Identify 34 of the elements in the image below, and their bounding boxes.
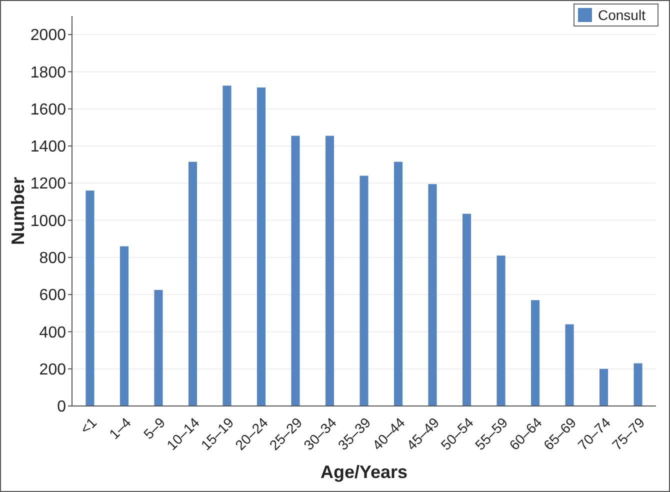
bar (86, 190, 94, 406)
y-tick-label: 1800 (30, 64, 66, 82)
bar (496, 256, 506, 406)
y-axis-title: Number (8, 176, 28, 246)
x-axis-title: Age/Years (320, 462, 408, 482)
bar (462, 214, 472, 406)
bar (154, 290, 163, 406)
y-tick-label: 1200 (30, 176, 66, 193)
bar (599, 368, 608, 406)
x-tick-label: 1–4 (106, 414, 134, 442)
x-tick-label: <1 (76, 414, 100, 437)
bar (360, 176, 368, 406)
bar (222, 86, 232, 406)
bar (394, 162, 403, 406)
bar (325, 136, 334, 406)
bar (530, 300, 540, 406)
legend-label: Consult (598, 6, 646, 23)
bar (565, 324, 574, 406)
bar (188, 162, 198, 406)
y-tick-label: 1400 (30, 138, 66, 156)
bar (120, 246, 129, 406)
bar (256, 88, 266, 406)
y-tick-label: 800 (39, 250, 66, 268)
y-tick-label: 1000 (30, 212, 66, 230)
y-tick-label: 1600 (30, 101, 66, 118)
y-tick-label: 2000 (30, 27, 66, 44)
bar (634, 363, 642, 406)
x-tick-label: 5–9 (140, 414, 168, 442)
y-tick-label: 200 (39, 361, 66, 378)
y-tick-label: 600 (39, 287, 66, 304)
y-tick-label: 0 (57, 398, 66, 416)
bar (291, 136, 300, 406)
y-tick-label: 400 (39, 324, 66, 342)
bar (428, 184, 437, 406)
